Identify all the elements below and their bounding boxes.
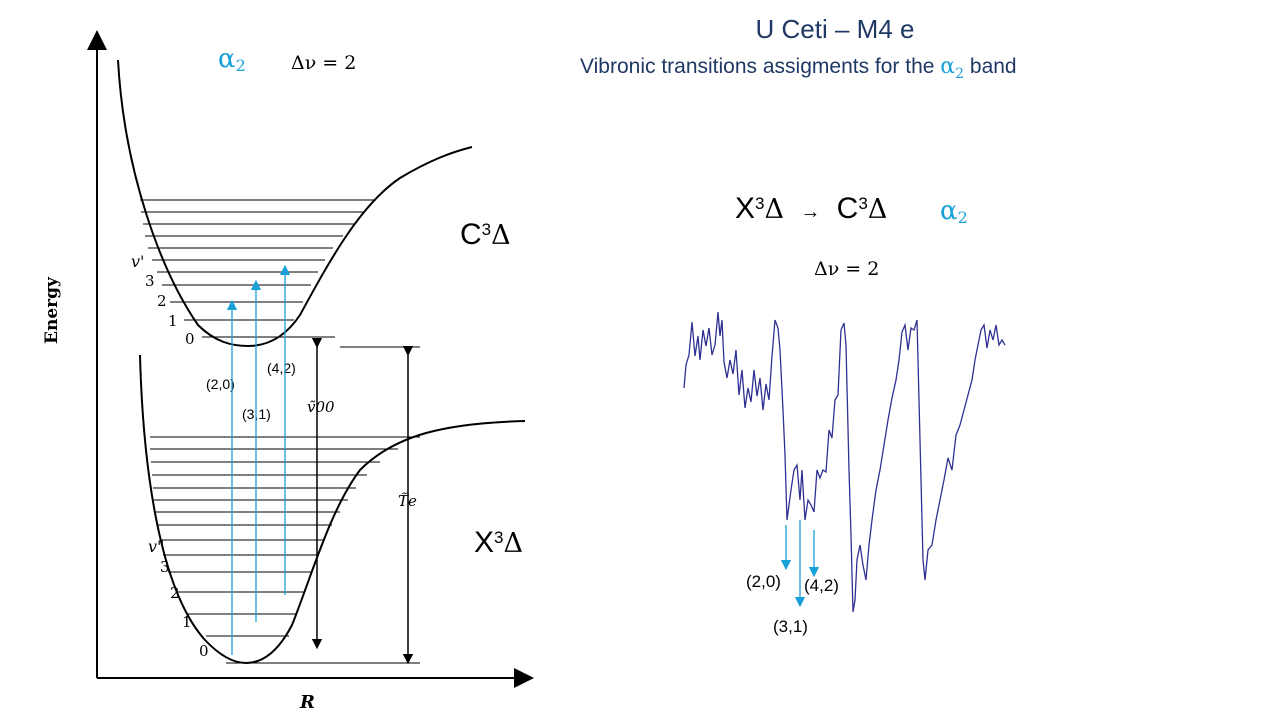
upper-level-0: 0 [185,330,195,348]
lower-level-3: 3 [160,558,170,576]
band-lower-delta: Δ [764,194,784,225]
spectrum-trace [683,311,1006,613]
lower-state-sup: 3 [494,528,504,547]
upper-level-2: 2 [157,292,167,310]
left-alpha: α [218,44,236,74]
left-delta-v: Δν = 2 [291,52,357,74]
subtitle-alpha-sub: 2 [955,66,965,83]
spectrum-label-3-1: (3,1) [773,617,808,636]
upper-state-sup: 3 [481,220,492,239]
subtitle-alpha: α [940,54,956,79]
lower-level-0: 0 [199,642,209,660]
transition-label-2-0: (2,0) [206,376,235,392]
lower-level-2: 2 [170,584,180,602]
lower-vibrational-levels [150,436,420,664]
upper-state-label: C3Δ [460,218,511,252]
right-alpha-label: α2 [940,196,968,227]
band-upper-letter: C [836,192,859,225]
band-arrow: → [800,201,821,223]
lower-state-label: X3Δ [474,526,523,560]
upper-level-3: 3 [145,272,155,290]
lower-state-letter: X [474,526,495,559]
subtitle-band: band [964,55,1017,78]
right-alpha: α [940,196,958,226]
lower-level-1: 1 [182,613,192,631]
lower-state-delta: Δ [503,528,523,559]
right-alpha-sub: 2 [957,208,968,228]
lower-potential-curve [139,354,526,665]
x-axis-label: R [300,692,315,713]
spectrum-label-4-2: (4,2) [804,576,839,595]
upper-v-label: v' [131,252,145,271]
upper-state-delta: Δ [491,220,511,251]
left-alpha-label: α2 [218,44,246,75]
spectrum-label-2-0: (2,0) [746,572,781,591]
page-subtitle: Vibronic transitions assigments for the … [580,54,1017,82]
upper-level-1: 1 [168,312,178,330]
upper-vibrational-levels [140,199,376,338]
subtitle-text: Vibronic transitions assigments for the [580,55,941,78]
right-delta-v: Δν = 2 [814,258,880,280]
band-lower-letter: X [735,192,756,225]
band-upper-sup: 3 [858,194,868,213]
page-title: U Ceti – M4 e [755,14,915,44]
left-alpha-sub: 2 [235,56,246,76]
band-label: X3Δ → C3Δ [735,192,887,226]
band-lower-sup: 3 [755,194,765,213]
band-upper-delta: Δ [867,194,888,225]
upper-potential-curve [117,59,473,348]
transition-label-4-2: (4,2) [267,360,296,376]
upper-state-letter: C [460,218,482,251]
